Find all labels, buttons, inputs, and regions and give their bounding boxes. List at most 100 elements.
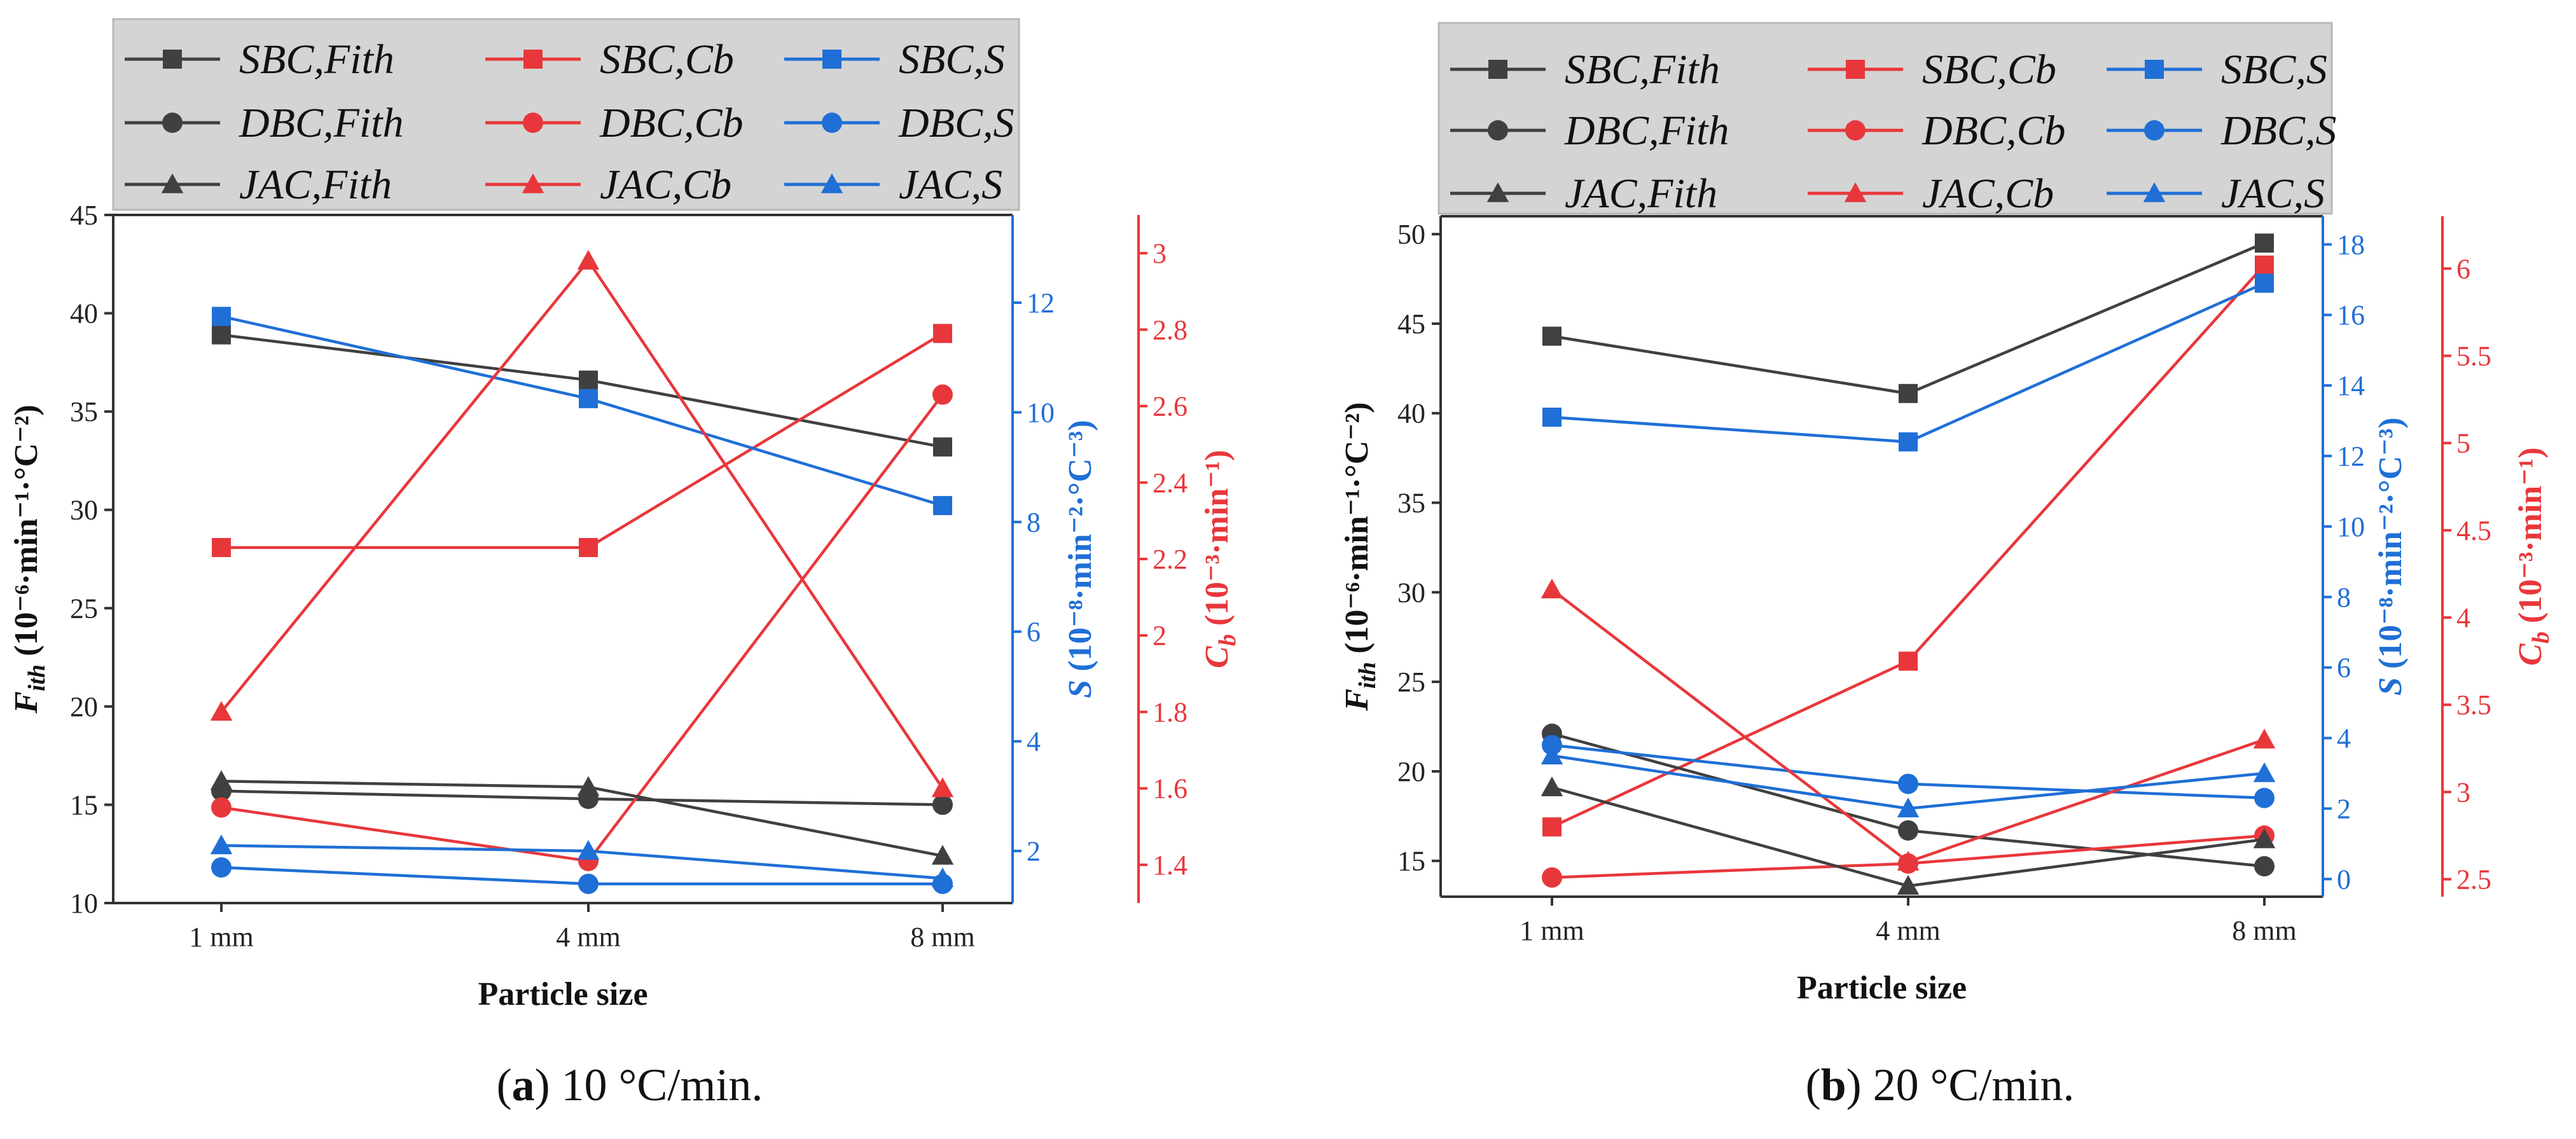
data-point (1898, 773, 1918, 794)
blue-tick-label: 16 (2337, 300, 2365, 331)
data-point (1541, 578, 1563, 598)
data-point (210, 701, 233, 721)
legend-marker (2145, 60, 2164, 79)
legend-item[interactable]: JAC,Cb (1808, 170, 2054, 217)
red-tick-label: 1.4 (1153, 850, 1188, 881)
blue-tick-label: 12 (2337, 441, 2365, 472)
left-tick-label: 30 (1397, 577, 1425, 608)
series-jac-s (210, 834, 954, 888)
legend-item[interactable]: SBC,Cb (485, 36, 734, 83)
blue-tick-label: 8 (2337, 582, 2351, 613)
blue-tick-label: 6 (2337, 652, 2351, 684)
left-tick-label: 50 (1397, 219, 1425, 250)
legend-item[interactable]: JAC,S (784, 162, 1002, 208)
legend-item[interactable]: DBC,Fith (125, 100, 404, 146)
panel-caption: (a) 10 °C/min. (497, 1060, 763, 1110)
legend-item[interactable]: JAC,Fith (1450, 170, 1717, 217)
x-tick-label: 4 mm (1876, 915, 1940, 946)
series-sbc-s (1542, 273, 2274, 452)
legend-background (112, 18, 1020, 211)
series-sbc-s (212, 307, 952, 515)
legend-marker (161, 173, 184, 193)
legend-item[interactable]: SBC,Fith (1450, 46, 1720, 93)
legend-item[interactable]: JAC,Cb (485, 162, 731, 208)
legend-marker (523, 113, 543, 133)
legend-label: SBC,Cb (1922, 46, 2056, 93)
left-tick-label: 35 (1397, 488, 1425, 519)
legend-marker (523, 50, 543, 69)
x-tick-label: 1 mm (189, 922, 253, 953)
legend-item[interactable]: DBC,Cb (485, 100, 744, 146)
legend-item[interactable]: DBC,Cb (1808, 107, 2066, 154)
legend-label: SBC,Fith (239, 36, 394, 83)
legend-marker (1845, 120, 1866, 141)
data-point (932, 384, 953, 405)
legend-item[interactable]: SBC,Cb (1808, 46, 2056, 93)
legend-label: DBC,Cb (1922, 107, 2066, 154)
red-tick-label: 2.4 (1153, 467, 1188, 499)
blue-tick-label: 6 (1027, 616, 1041, 647)
legend-background (1437, 22, 2333, 215)
blue-tick-label: 12 (1027, 287, 1055, 319)
series-sbc-cb (1542, 255, 2274, 837)
data-point (211, 797, 232, 818)
data-point (1541, 776, 1563, 797)
red-tick-label: 3 (2456, 777, 2470, 808)
data-point (1898, 820, 1918, 841)
red-tick-label: 3.5 (2456, 689, 2491, 721)
series-group (1541, 233, 2276, 895)
series-dbc-cb (211, 384, 953, 871)
series-line (1551, 242, 2265, 396)
data-point (2254, 856, 2275, 877)
data-point (2253, 728, 2276, 749)
legend-item[interactable]: DBC,Fith (1450, 107, 1729, 154)
data-point (212, 307, 231, 326)
data-point (2255, 233, 2274, 253)
legend-marker (1486, 182, 1509, 202)
blue-axis-title: S (10⁻⁸·min⁻²·°C⁻³) (1062, 420, 1098, 698)
legend-label: JAC,Fith (1565, 170, 1717, 217)
left-axis-title: Fith (10⁻⁶·min⁻¹·°C⁻²) (8, 404, 50, 714)
data-point (2254, 787, 2275, 808)
data-point (1541, 744, 1563, 765)
data-point (212, 537, 231, 557)
data-point (579, 389, 598, 408)
legend-label: JAC,Cb (600, 162, 731, 208)
red-tick-label: 5.5 (2456, 340, 2491, 371)
legend-item[interactable]: SBC,S (2107, 46, 2327, 93)
legend-marker (1488, 60, 1507, 79)
left-tick-label: 45 (1397, 308, 1425, 340)
legend-item[interactable]: JAC,S (2107, 170, 2325, 217)
data-point (579, 370, 598, 390)
chart-panel-b: SBC,Fith SBC,Cb SBC,S DBC,Fith DBC,Cb DBC,S JA… (1339, 22, 2554, 1110)
legend-item[interactable]: JAC,Fith (125, 162, 392, 208)
series-line (1551, 282, 2265, 444)
legend-item[interactable]: DBC,S (784, 100, 1014, 146)
data-point (1899, 383, 1918, 403)
x-axis-title: Particle size (1797, 970, 1967, 1006)
left-tick-label: 35 (70, 396, 98, 427)
legend-item[interactable]: SBC,Fith (125, 36, 394, 83)
data-point (1899, 651, 1918, 671)
series-line (221, 315, 943, 507)
data-point (577, 839, 600, 860)
blue-tick-label: 2 (1027, 836, 1041, 867)
legend-marker (163, 50, 182, 69)
data-point (931, 845, 954, 865)
blue-tick-label: 2 (2337, 793, 2351, 824)
legend-label: JAC,Fith (239, 162, 392, 208)
red-tick-label: 1.6 (1153, 773, 1188, 804)
blue-tick-label: 18 (2337, 229, 2365, 260)
blue-tick-label: 4 (1027, 726, 1041, 757)
blue-tick-label: 0 (2337, 864, 2351, 895)
data-point (933, 495, 952, 515)
legend-item[interactable]: SBC,S (784, 36, 1005, 83)
x-tick-label: 1 mm (1520, 915, 1584, 946)
axes: 15 20 25 30 35 40 45 50 0 2 4 6 8 10 12 14 16 18 2.5 3 3.5 4 4… (1339, 215, 2554, 1006)
series-sbc-fith (1542, 233, 2274, 403)
series-line (221, 332, 944, 549)
data-point (1542, 867, 1562, 888)
legend-item[interactable]: DBC,S (2107, 107, 2337, 154)
red-tick-label: 2.5 (2456, 864, 2491, 895)
